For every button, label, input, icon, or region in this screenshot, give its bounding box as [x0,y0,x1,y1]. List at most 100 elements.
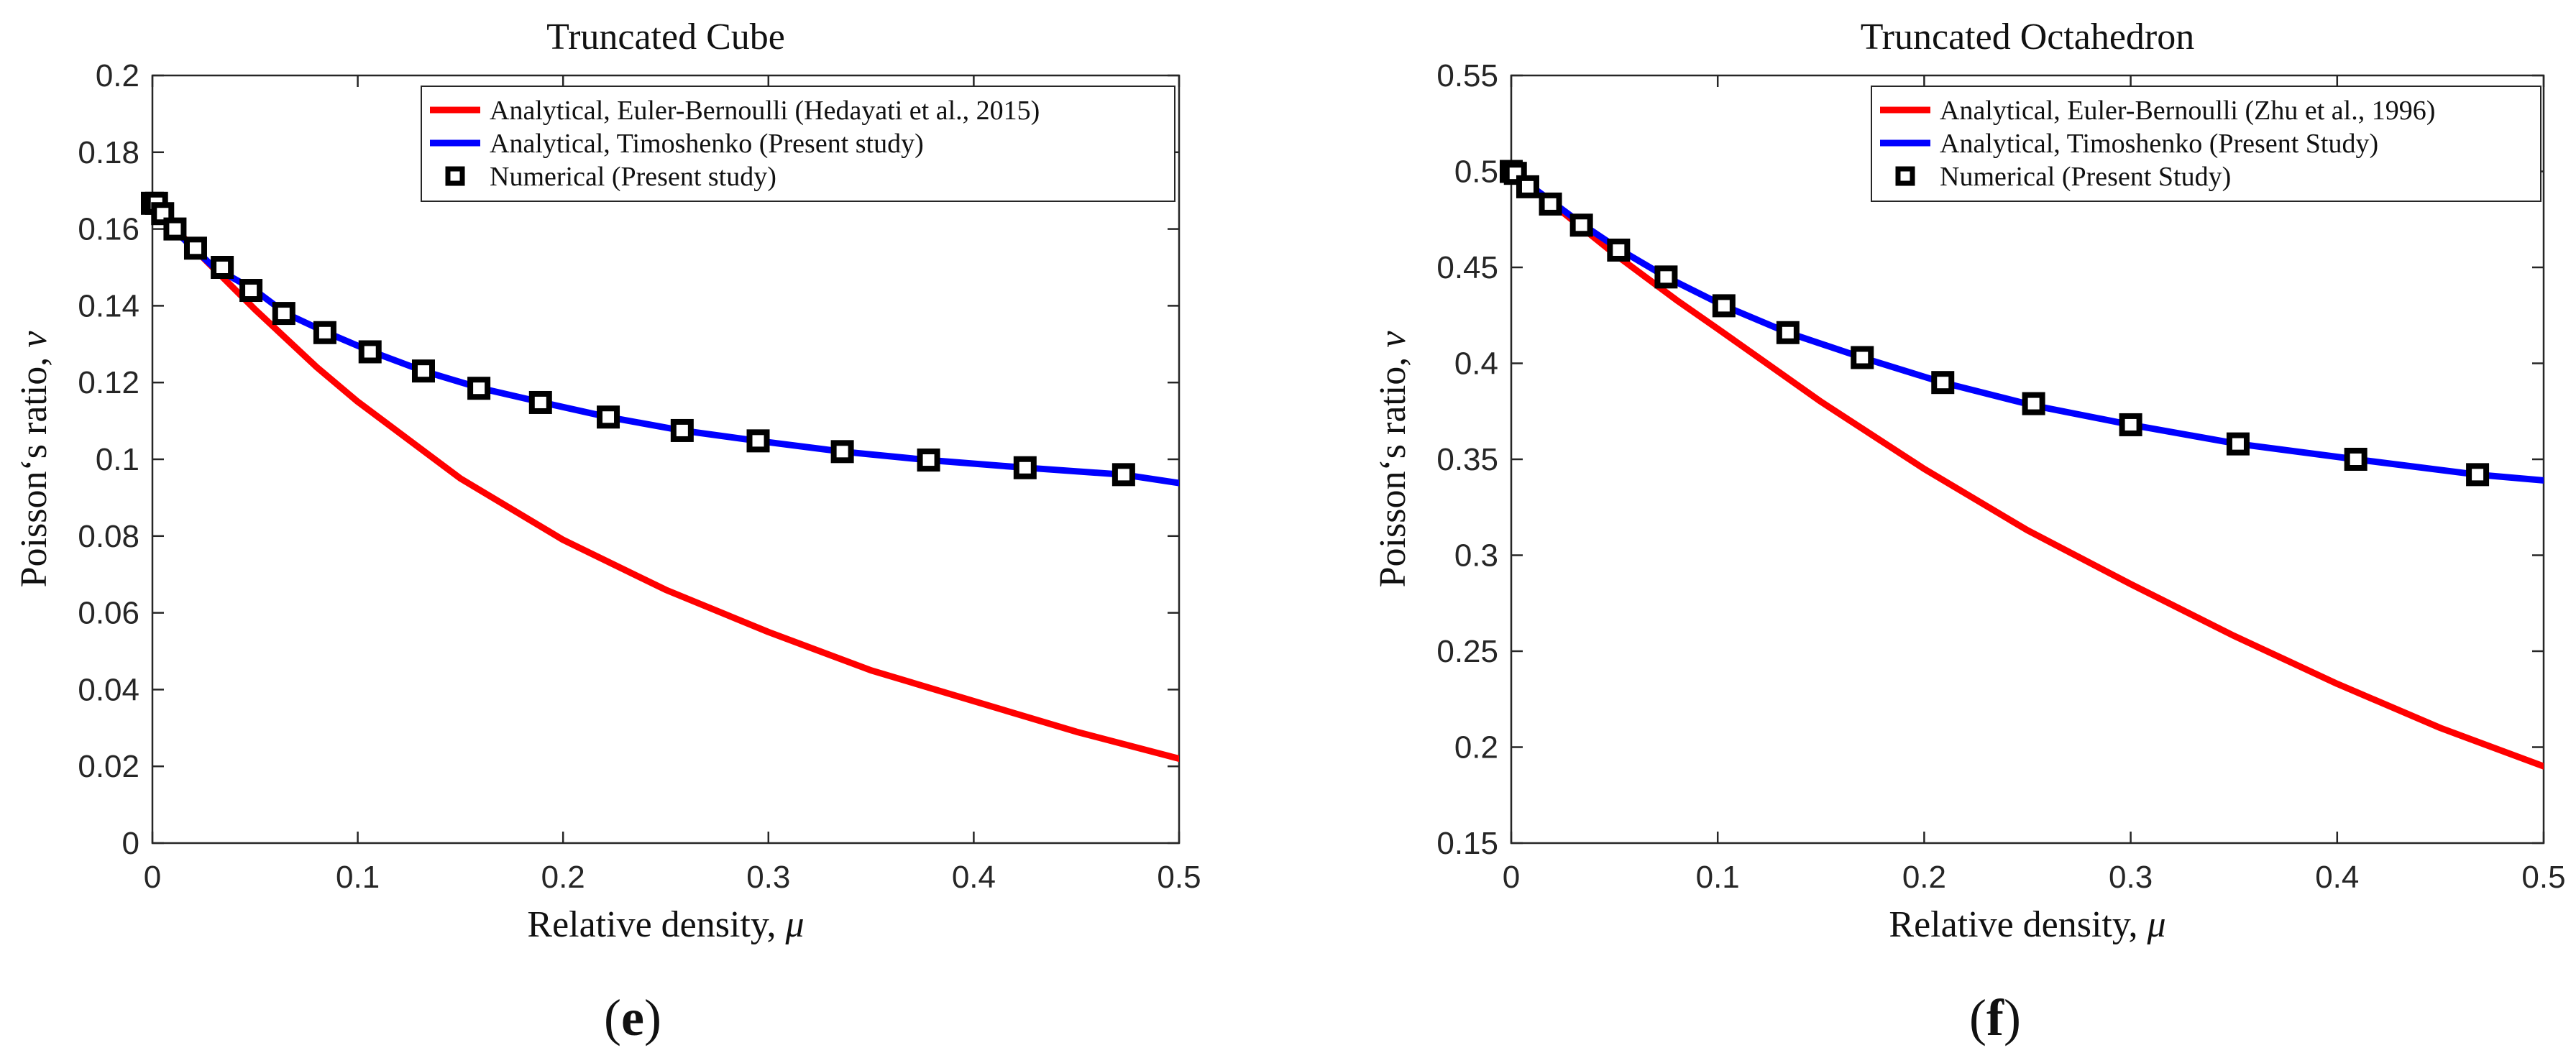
y-tick-label: 0.02 [78,749,139,784]
data-point-marker [597,405,620,429]
data-point-marker [1654,265,1678,289]
legend-box [1871,86,2541,202]
x-tick-label: 0.5 [2521,860,2565,895]
data-point-marker [358,340,382,364]
data-point-marker [1931,371,1955,395]
x-axis-label-text: Relative density, [1889,904,2147,945]
legend-marker-swatch [1895,166,1915,186]
y-axis-label: Poisson‘s ratio, ν [1372,331,1413,588]
data-point-marker [1013,456,1037,479]
x-tick-label: 0.1 [1696,860,1740,895]
data-point-marker [411,359,435,383]
legend-label: Numerical (Present Study) [1940,162,2231,192]
y-tick-label: 0.2 [96,58,139,93]
data-point-marker [2466,463,2490,487]
y-tick-label: 0.08 [78,519,139,554]
y-tick-label: 0.04 [78,672,139,707]
x-axis-label-symbol: μ [2147,904,2166,945]
chart-panel-f: 0 0.1 0.2 0.3 0.4 0.5 0.15 0.2 0.25 0.3 0.35 0.4 0.4… [1372,17,2566,1046]
legend-label: Analytical, Timoshenko (Present study) [490,129,924,159]
y-tick-label: 0.18 [78,135,139,170]
y-tick-label: 0.5 [1454,155,1498,190]
panel-label-open: ( [1969,989,1986,1046]
x-tick-label: 0.4 [2315,860,2359,895]
y-tick-label: 0.12 [78,365,139,400]
data-point-marker [183,236,207,260]
legend: Analytical, Euler-Bernoulli (Zhu et al.,… [1871,86,2541,202]
y-tick-label: 0.2 [1454,730,1498,765]
data-point-marker [746,429,770,453]
panel-label: (e) [604,989,661,1046]
y-axis-label: Poisson‘s ratio, ν [14,331,55,588]
data-point-marker [1851,346,1874,369]
panel-label-letter: e [621,989,644,1046]
y-axis-label-symbol: ν [14,331,55,348]
data-point-marker [1539,192,1562,216]
y-tick-label: 0 [122,826,139,861]
legend-label: Analytical, Timoshenko (Present Study) [1940,129,2378,159]
data-point-marker [1111,463,1135,487]
x-tick-label: 0 [144,860,161,895]
legend: Analytical, Euler-Bernoulli (Hedayati et… [421,86,1175,202]
y-axis-label-text: Poisson‘s ratio, [1372,348,1413,588]
data-point-marker [2119,413,2142,436]
x-tick-label: 0.2 [1902,860,1946,895]
x-axis-label: Relative density, μ [527,904,804,945]
series-line [152,200,1179,762]
chart-panel-e: 0 0.1 0.2 0.3 0.4 0.5 0 0.02 0.04 0.06 0.08 0.1 0.12… [14,17,1201,1046]
x-tick-label: 0.4 [952,860,996,895]
legend-label: Analytical, Euler-Bernoulli (Hedayati et… [490,96,1040,126]
data-point-marker [917,448,940,472]
data-point-marker [1607,238,1631,262]
data-point-marker [272,302,295,326]
x-tick-label: 0.5 [1157,860,1201,895]
y-tick-label: 0.14 [78,288,139,323]
y-tick-label: 0.15 [1436,826,1498,861]
chart-title: Truncated Octahedron [1861,17,2195,58]
y-tick-label: 0.45 [1436,250,1498,285]
data-point-marker [1776,321,1800,344]
data-point-marker [313,321,336,344]
x-tick-label: 0.2 [541,860,585,895]
y-axis-label-text: Poisson‘s ratio, [14,348,55,588]
y-tick-label: 0.25 [1436,634,1498,669]
legend-label: Analytical, Euler-Bernoulli (Zhu et al.,… [1940,96,2435,126]
data-point-marker [211,256,234,279]
data-point-marker [830,440,854,464]
y-tick-label: 0.16 [78,212,139,247]
y-tick-label: 0.1 [96,442,139,477]
legend-label: Numerical (Present study) [490,162,776,192]
chart-title: Truncated Cube [546,17,785,58]
x-axis-label-text: Relative density, [527,904,785,945]
data-point-marker [1516,175,1539,198]
panel-label-close: ) [644,989,661,1046]
legend-marker-swatch [445,166,465,186]
data-point-marker [467,377,491,400]
y-tick-label: 0.06 [78,596,139,631]
data-point-marker [163,217,187,241]
y-tick-label: 0.3 [1454,538,1498,574]
data-point-marker [670,418,694,442]
y-tick-label: 0.35 [1436,442,1498,477]
data-point-marker [528,390,552,414]
data-point-marker [1712,294,1736,318]
data-point-marker [1569,213,1593,237]
x-tick-label: 0.1 [336,860,380,895]
y-tick-label: 0.4 [1454,346,1498,382]
panel-label-close: ) [2004,989,2021,1046]
x-tick-label: 0.3 [746,860,790,895]
series-line [1511,168,2544,484]
data-point-marker [2022,392,2045,415]
panel-label-open: ( [604,989,621,1046]
y-tick-label: 0.55 [1436,58,1498,93]
data-point-marker [151,202,175,226]
y-axis-label-symbol: ν [1372,331,1413,348]
panel-label-letter: f [1986,989,2004,1046]
data-point-marker [239,279,263,303]
x-axis-label: Relative density, μ [1889,904,2165,945]
x-tick-label: 0.3 [2109,860,2153,895]
data-point-marker [2344,448,2368,471]
panel-label: (f) [1969,989,2021,1046]
x-tick-label: 0 [1503,860,1520,895]
